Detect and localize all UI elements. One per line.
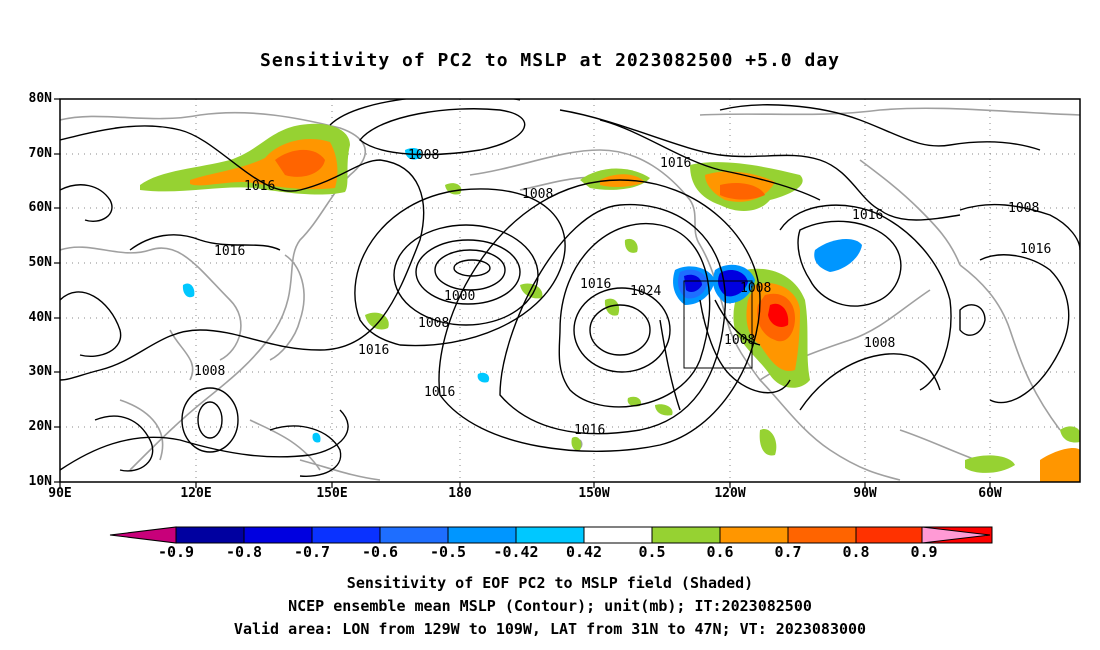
- contour-label: 1016: [1020, 242, 1051, 257]
- colorbar-high-extend: [921, 526, 991, 544]
- lat-label: 30N: [28, 364, 52, 379]
- lon-label: 90E: [48, 486, 72, 501]
- colorbar-label: 0.8: [842, 543, 870, 561]
- lat-label: 60N: [28, 200, 52, 215]
- lon-label: 150W: [578, 486, 610, 501]
- lon-label: 60W: [978, 486, 1002, 501]
- lat-label: 50N: [28, 255, 52, 270]
- gridlines: [60, 99, 1080, 482]
- contour-label: 1016: [574, 423, 605, 438]
- lon-label: 180: [448, 486, 472, 501]
- contour-label: 1008: [522, 187, 553, 202]
- colorbar-cell: [515, 526, 585, 544]
- colorbar-cell: [243, 526, 313, 544]
- contour-label: 1016: [244, 179, 275, 194]
- colorbar: [109, 526, 993, 544]
- colorbar-label: 0.6: [706, 543, 734, 561]
- colorbar-cell: [583, 526, 653, 544]
- colorbar-label: -0.5: [429, 543, 467, 561]
- caption-line-3: Valid area: LON from 129W to 109W, LAT f…: [233, 620, 867, 638]
- contour-label: 1008: [194, 364, 225, 379]
- sensitivity-shading: [140, 123, 1080, 482]
- contour-label: 1016: [214, 244, 245, 259]
- contour-labels: 1008 1016 1016 1008 1016 1000 1008 1016 …: [194, 148, 1051, 438]
- map-border: [59, 98, 1081, 483]
- colorbar-label: -0.7: [293, 543, 331, 561]
- lat-label: 10N: [28, 474, 52, 489]
- caption-line-1: Sensitivity of EOF PC2 to MSLP field (Sh…: [346, 574, 754, 592]
- lat-label: 40N: [28, 310, 52, 325]
- contour-label: 1008: [864, 336, 895, 351]
- caption-line-2: NCEP ensemble mean MSLP (Contour); unit(…: [288, 597, 812, 615]
- contour-label: 1008: [740, 281, 771, 296]
- colorbar-label: -0.6: [361, 543, 399, 561]
- colorbar-label: -0.42: [493, 543, 539, 561]
- contour-label: 1016: [424, 385, 455, 400]
- lon-label: 150E: [316, 486, 348, 501]
- colorbar-cell: [787, 526, 857, 544]
- contour-label: 1008: [408, 148, 439, 163]
- colorbar-low-extend: [109, 526, 177, 544]
- axis-ticks: [54, 98, 991, 488]
- colorbar-label: 0.7: [774, 543, 802, 561]
- mslp-contours: [60, 99, 1080, 477]
- chart-title: Sensitivity of PC2 to MSLP at 2023082500…: [259, 50, 840, 71]
- lon-label: 120E: [180, 486, 212, 501]
- colorbar-label: 0.42: [565, 543, 603, 561]
- colorbar-cell: [855, 526, 925, 544]
- contour-label: 1008: [724, 333, 755, 348]
- contour-label: 1016: [852, 208, 883, 223]
- colorbar-label: -0.9: [157, 543, 195, 561]
- colorbar-label: 0.5: [638, 543, 666, 561]
- colorbar-label: 0.9: [910, 543, 938, 561]
- colorbar-label: -0.8: [225, 543, 263, 561]
- colorbar-cell: [447, 526, 517, 544]
- contour-label: 1016: [358, 343, 389, 358]
- contour-label: 1016: [580, 277, 611, 292]
- contour-label: 1008: [1008, 201, 1039, 216]
- contour-label: 1024: [630, 284, 661, 299]
- valid-area-box: [683, 280, 753, 369]
- colorbar-cell: [175, 526, 245, 544]
- contour-label: 1016: [660, 156, 691, 171]
- lat-label: 80N: [28, 91, 52, 106]
- colorbar-cell: [379, 526, 449, 544]
- colorbar-cell: [311, 526, 381, 544]
- colorbar-cell: [651, 526, 721, 544]
- lat-label: 20N: [28, 419, 52, 434]
- colorbar-cell: [719, 526, 789, 544]
- lon-label: 90W: [853, 486, 877, 501]
- lon-label: 120W: [714, 486, 746, 501]
- coastlines: [60, 107, 1080, 481]
- contour-label: 1008: [418, 316, 449, 331]
- lat-label: 70N: [28, 146, 52, 161]
- contour-label: 1000: [444, 289, 475, 304]
